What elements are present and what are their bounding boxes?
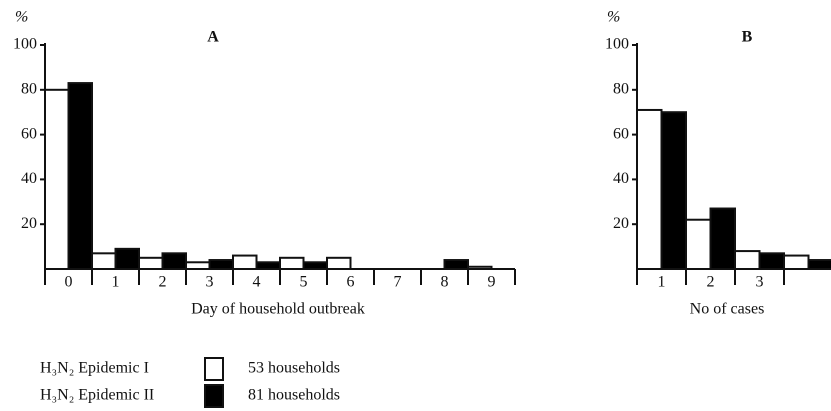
bar [783, 254, 810, 270]
x-tick-label: 2 [159, 274, 167, 291]
y-tick-label: 80 [21, 80, 37, 97]
bar [326, 256, 352, 270]
y-tick-label: 100 [605, 36, 629, 53]
y-tick-label: 100 [13, 36, 37, 53]
bar [302, 261, 328, 270]
bar [279, 256, 305, 270]
bar [185, 261, 211, 270]
x-tick-label: 7 [394, 274, 402, 291]
y-tick-label: 60 [21, 125, 37, 142]
y-tick-label: 60 [613, 125, 629, 142]
bar [232, 254, 258, 270]
bar [67, 82, 93, 270]
y-tick-label: 80 [613, 80, 629, 97]
x-tick-label: 3 [206, 274, 214, 291]
bar [114, 247, 140, 270]
x-tick-label: 3 [756, 274, 764, 291]
bar [138, 256, 164, 270]
x-tick-label: 9 [488, 274, 496, 291]
bar [734, 250, 761, 271]
legend-households: 81 households [248, 387, 340, 404]
y-tick-label: 40 [613, 170, 629, 187]
y-axis-label: % [15, 9, 28, 26]
x-tick-label: 4 [253, 274, 261, 291]
y-tick-label: 20 [21, 215, 37, 232]
x-tick-label: 0 [65, 274, 73, 291]
x-tick-label: 1 [658, 274, 666, 291]
x-tick-label: 6 [347, 274, 355, 291]
bar [685, 218, 712, 270]
y-axis-label: % [607, 9, 620, 26]
legend-households: 53 households [248, 360, 340, 377]
x-tick-label: 2 [707, 274, 715, 291]
legend-swatch [204, 384, 224, 408]
bar [161, 252, 187, 271]
legend-swatch [204, 357, 224, 381]
legend-label: H₃N₂ Epidemic II [40, 387, 154, 404]
bar [91, 252, 117, 271]
bar [660, 111, 687, 270]
bar [255, 261, 281, 270]
bar [636, 108, 663, 270]
bar [709, 207, 736, 271]
chart-title: B [742, 29, 753, 46]
bar [807, 259, 831, 271]
bar [208, 259, 234, 271]
x-axis-label: Day of household outbreak [191, 301, 365, 318]
bar [44, 88, 70, 270]
x-tick-label: 8 [441, 274, 449, 291]
y-tick-label: 40 [21, 170, 37, 187]
bar [443, 259, 469, 271]
y-tick-label: 20 [613, 215, 629, 232]
legend-label: H₃N₂ Epidemic I [40, 360, 149, 377]
x-axis-label: No of cases [690, 301, 765, 318]
x-tick-label: 5 [300, 274, 308, 291]
bar [758, 252, 785, 271]
x-tick-label: 1 [112, 274, 120, 291]
chart-title: A [207, 29, 219, 46]
